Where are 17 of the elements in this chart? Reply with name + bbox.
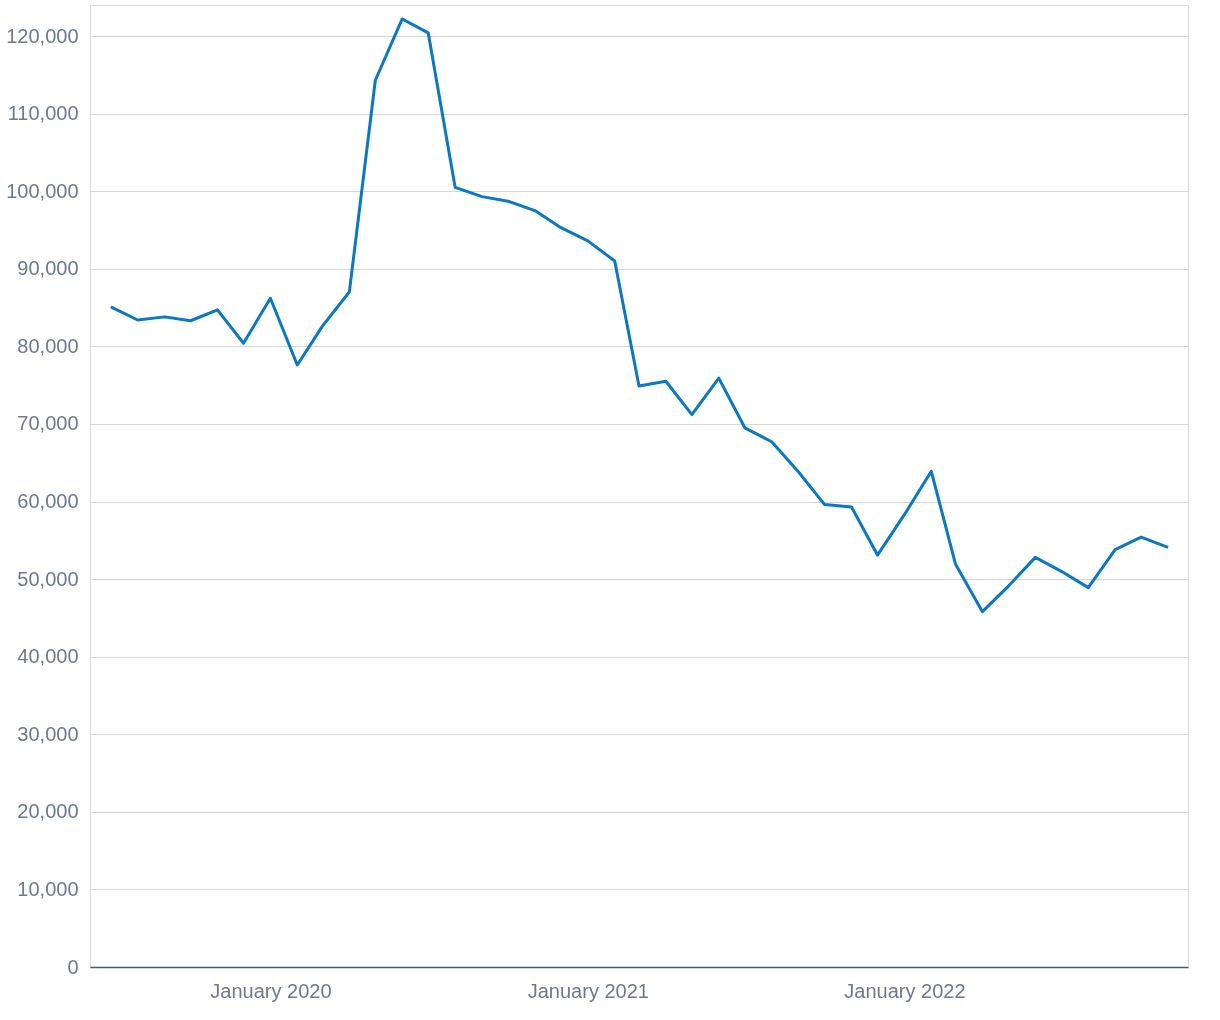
- y-tick-label: 0: [67, 955, 79, 978]
- y-tick-label: 40,000: [17, 645, 79, 668]
- y-tick-label: 50,000: [17, 567, 79, 590]
- y-tick-label: 100,000: [6, 179, 79, 202]
- line-series: [109, 17, 1170, 614]
- x-tick-label: January 2022: [844, 979, 966, 1002]
- y-tick-label: 10,000: [17, 877, 79, 900]
- y-tick-label: 120,000: [6, 24, 79, 47]
- y-tick-label: 20,000: [17, 800, 79, 823]
- y-tick-label: 110,000: [7, 102, 79, 125]
- x-tick-label: January 2020: [210, 979, 332, 1002]
- y-tick-label: 80,000: [17, 334, 79, 357]
- y-tick-label: 70,000: [17, 412, 79, 435]
- y-tick-label: 60,000: [17, 490, 79, 513]
- y-tick-label: 90,000: [17, 257, 79, 280]
- y-tick-label: 30,000: [17, 722, 79, 745]
- x-tick-label: January 2021: [527, 979, 649, 1002]
